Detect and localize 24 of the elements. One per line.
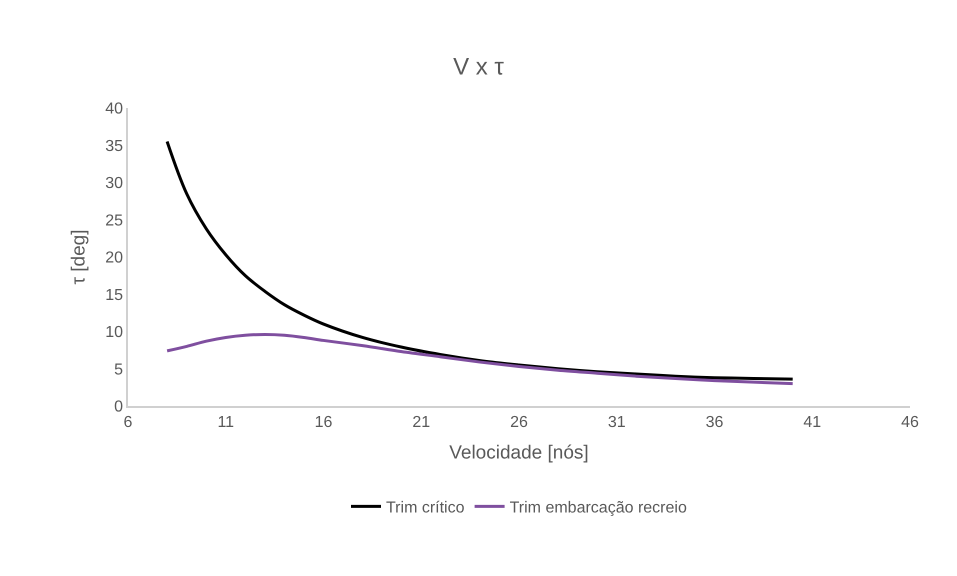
legend-label: Trim embarcação recreio	[510, 500, 687, 517]
y-axis-title: τ [deg]	[68, 229, 90, 285]
x-axis-title: Velocidade [nós]	[449, 442, 589, 464]
x-tick-label: 11	[217, 414, 234, 431]
x-tick-label: 41	[803, 414, 822, 431]
y-tick-label: 25	[105, 212, 124, 230]
x-tick-label: 46	[901, 414, 919, 431]
y-tick-label: 40	[105, 100, 124, 118]
y-tick-label: 10	[105, 324, 124, 342]
x-tick-label: 26	[510, 414, 528, 431]
y-tick-label: 15	[105, 286, 124, 304]
x-tick-label: 36	[706, 414, 724, 431]
x-tick-label: 16	[314, 414, 332, 431]
y-tick-label: 5	[114, 361, 124, 378]
x-tick-label: 21	[412, 414, 430, 431]
y-tick-label: 30	[105, 175, 124, 192]
y-tick-label: 35	[105, 138, 124, 155]
line-series	[166, 332, 794, 386]
x-tick-label: 6	[124, 414, 133, 431]
chart-title: V x τ	[453, 53, 504, 80]
x-tick-label: 31	[608, 414, 626, 431]
y-tick-label: 20	[105, 250, 124, 267]
y-tick-label: 0	[114, 398, 124, 416]
legend-label: Trim crítico	[386, 500, 465, 517]
